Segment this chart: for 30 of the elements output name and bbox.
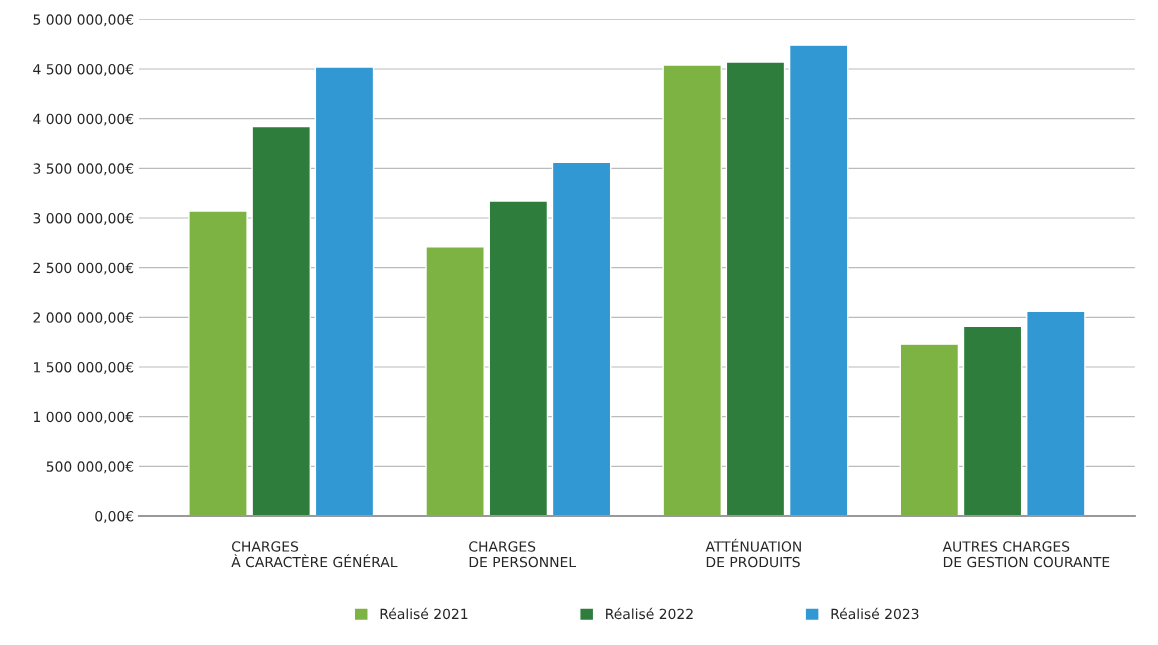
y-tick-label: 4 000 000,00€ <box>33 113 134 126</box>
legend-label: Réalisé 2023 <box>831 607 919 620</box>
x-tick-label: CHARGES DE PERSONNEL <box>469 541 576 568</box>
y-tick-label: 1 500 000,00€ <box>34 361 134 374</box>
x-tick-label: AUTRES CHARGES DE GESTION COURANTE <box>942 541 1110 568</box>
y-tick-label: 500 000,00€ <box>46 461 134 474</box>
bar <box>662 64 723 516</box>
x-tick-label: CHARGES À CARACTÈRE GÉNÉRAL <box>231 541 398 568</box>
bar <box>551 161 612 516</box>
bar <box>488 200 549 516</box>
y-tick-label: 3 000 000,00€ <box>33 212 134 225</box>
bar <box>188 210 248 516</box>
bar <box>314 66 375 516</box>
bar <box>425 246 485 516</box>
bar <box>251 125 312 516</box>
legend-label: Réalisé 2022 <box>606 607 693 620</box>
y-tick-label: 4 500 000,00€ <box>33 63 134 76</box>
bar <box>962 325 1023 516</box>
bar <box>725 61 786 516</box>
legend-label: Réalisé 2021 <box>380 607 468 620</box>
bar <box>899 343 960 516</box>
y-tick-label: 1 000 000,00€ <box>34 411 134 424</box>
y-tick-label: 0,00€ <box>95 510 134 523</box>
bar <box>788 44 849 516</box>
bar <box>1026 310 1086 516</box>
x-tick-label: ATTÉNUATION DE PRODUITS <box>705 538 801 568</box>
y-tick-label: 5 000 000,00€ <box>33 14 134 27</box>
y-tick-label: 2 500 000,00€ <box>33 262 134 275</box>
y-tick-label: 3 500 000,00€ <box>33 163 134 176</box>
y-tick-label: 2 000 000,00€ <box>33 312 134 325</box>
